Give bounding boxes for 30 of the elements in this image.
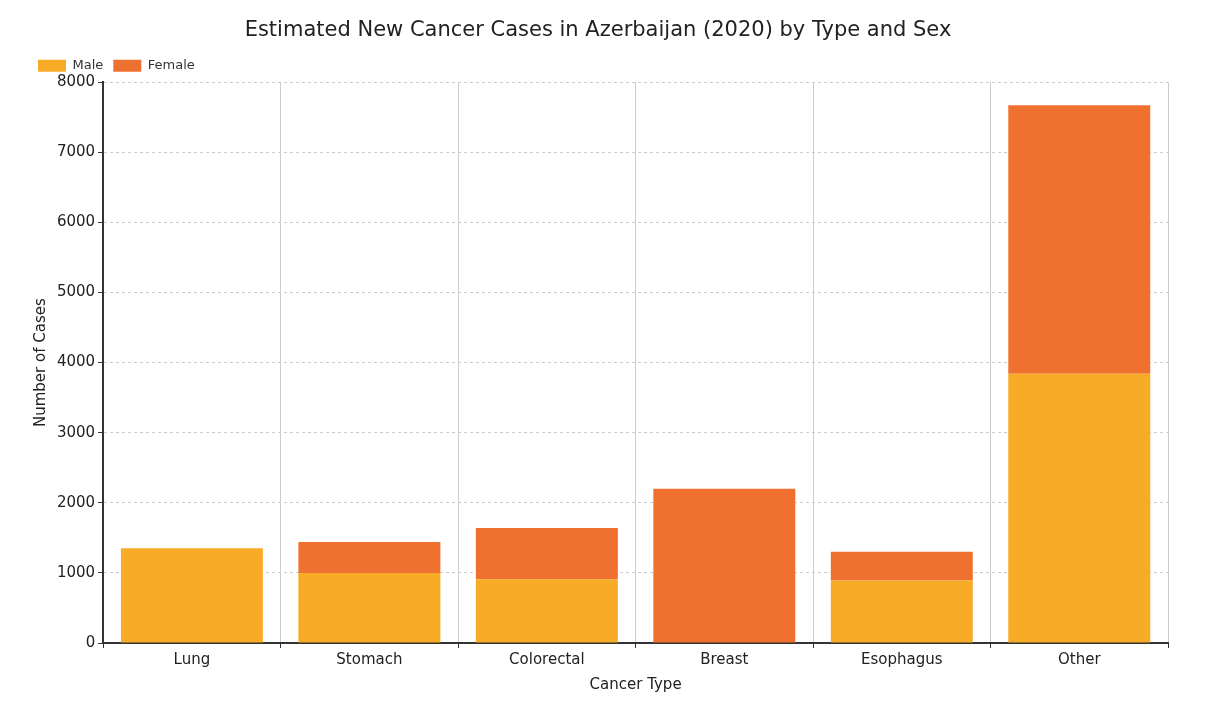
bar	[653, 488, 796, 643]
bar	[1008, 105, 1151, 374]
bar	[1008, 373, 1151, 643]
y-tick-label: 3000	[56, 422, 96, 441]
x-tick-label: Esophagus	[861, 649, 943, 668]
y-tick-label: 2000	[56, 492, 96, 511]
bar	[830, 580, 973, 643]
y-tick-label: 7000	[56, 142, 96, 161]
legend-label: Female	[147, 57, 195, 73]
legend-label: Male	[72, 57, 104, 73]
x-tick-label: Lung	[173, 649, 211, 668]
y-tick-label: 1000	[56, 562, 96, 581]
y-tick-label: 6000	[56, 212, 96, 231]
y-tick-label: 8000	[56, 72, 96, 91]
y-axis-title: Number of Cases	[30, 298, 49, 427]
bar	[298, 542, 441, 573]
x-tick-label: Stomach	[336, 649, 403, 668]
x-tick-label: Colorectal	[509, 649, 585, 668]
bar	[475, 528, 618, 580]
x-axis-title: Cancer Type	[589, 674, 682, 693]
chart-title: Estimated New Cancer Cases in Azerbaijan (2020) by Type and Sex	[244, 17, 952, 42]
bar	[830, 551, 973, 581]
x-tick-label: Other	[1057, 649, 1102, 668]
y-tick-label: 5000	[56, 282, 96, 301]
bar	[298, 572, 441, 643]
bar	[475, 579, 618, 643]
x-tick-label: Breast	[700, 649, 749, 668]
bar	[120, 548, 263, 643]
y-tick-label: 4000	[56, 352, 96, 371]
y-tick-label: 0	[85, 632, 96, 651]
